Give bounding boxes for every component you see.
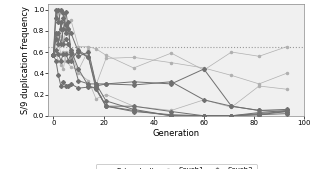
X-axis label: Generation: Generation [153, 129, 200, 138]
Y-axis label: S/9 duplication frequency: S/9 duplication frequency [21, 6, 30, 114]
Legend: E (neutral), Seych1, Seych3: E (neutral), Seych1, Seych3 [96, 164, 257, 169]
